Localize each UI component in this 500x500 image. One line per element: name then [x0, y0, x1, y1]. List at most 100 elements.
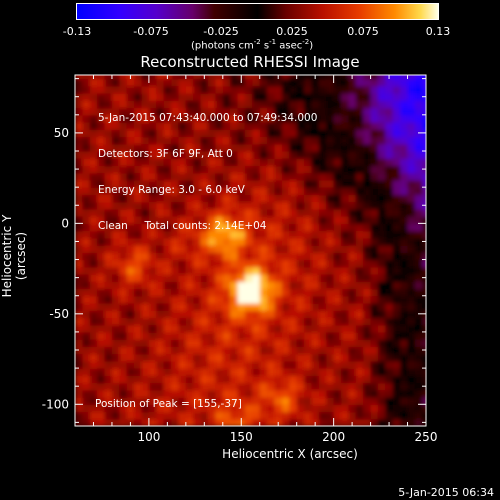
image-pixel	[97, 143, 106, 152]
chart-title: Reconstructed RHESSI Image	[140, 53, 360, 71]
source-point	[245, 284, 257, 296]
image-pixel	[274, 165, 283, 174]
image-pixel	[171, 158, 180, 167]
image-pixel	[104, 122, 113, 130]
image-pixel	[104, 302, 113, 311]
image-pixel	[385, 375, 394, 384]
image-pixel	[252, 114, 261, 123]
image-pixel	[252, 324, 261, 333]
image-pixel	[385, 194, 394, 203]
image-pixel	[326, 208, 335, 217]
image-pixel	[156, 107, 165, 116]
image-pixel	[163, 353, 172, 362]
image-pixel	[281, 404, 290, 413]
image-pixel	[134, 194, 143, 203]
image-pixel	[296, 143, 305, 152]
image-pixel	[289, 382, 298, 391]
image-pixel	[281, 85, 290, 94]
image-pixel	[274, 201, 283, 210]
image-pixel	[267, 150, 276, 159]
image-pixel	[126, 172, 135, 181]
image-pixel	[230, 187, 239, 196]
image-pixel	[237, 237, 246, 246]
image-pixel	[82, 75, 91, 80]
image-pixel	[348, 324, 357, 333]
image-pixel	[355, 324, 364, 333]
image-pixel	[296, 158, 305, 167]
image-pixel	[119, 93, 128, 101]
image-pixel	[318, 230, 327, 239]
image-pixel	[185, 136, 194, 145]
image-pixel	[422, 259, 426, 268]
image-pixel	[141, 230, 150, 239]
image-pixel	[355, 230, 364, 239]
image-pixel	[97, 324, 106, 333]
image-pixel	[363, 122, 372, 130]
image-pixel	[326, 216, 335, 224]
image-pixel	[215, 397, 224, 405]
image-pixel	[370, 179, 379, 188]
image-pixel	[126, 317, 135, 326]
image-pixel	[148, 266, 157, 275]
image-pixel	[97, 259, 106, 268]
image-pixel	[222, 397, 231, 405]
image-pixel	[281, 339, 290, 347]
image-pixel	[281, 310, 290, 319]
image-pixel	[171, 397, 180, 405]
image-pixel	[215, 179, 224, 188]
image-pixel	[82, 143, 91, 152]
image-pixel	[156, 288, 165, 297]
image-pixel	[89, 331, 98, 340]
image-pixel	[171, 150, 180, 159]
image-pixel	[104, 208, 113, 217]
image-pixel	[274, 368, 283, 376]
image-pixel	[126, 382, 135, 391]
image-pixel	[370, 368, 379, 376]
image-pixel	[178, 187, 187, 196]
image-pixel	[296, 375, 305, 384]
image-pixel	[163, 397, 172, 405]
image-pixel	[348, 382, 357, 391]
image-pixel	[104, 78, 113, 87]
image-pixel	[296, 165, 305, 174]
image-pixel	[111, 288, 120, 297]
image-pixel	[400, 129, 409, 138]
image-pixel	[134, 223, 143, 232]
image-pixel	[193, 100, 202, 109]
image-pixel	[126, 404, 135, 413]
image-pixel	[281, 288, 290, 297]
image-pixel	[111, 382, 120, 391]
image-pixel	[400, 143, 409, 152]
image-pixel	[193, 339, 202, 347]
image-pixel	[377, 274, 386, 282]
image-pixel	[392, 136, 401, 145]
image-pixel	[134, 375, 143, 384]
tick-label: -50	[49, 307, 69, 321]
image-pixel	[156, 187, 165, 196]
image-pixel	[89, 368, 98, 376]
image-pixel	[281, 317, 290, 326]
image-pixel	[193, 194, 202, 203]
image-pixel	[252, 389, 261, 398]
image-pixel	[163, 100, 172, 109]
image-pixel	[341, 223, 350, 232]
image-pixel	[311, 389, 320, 398]
image-pixel	[104, 274, 113, 282]
image-pixel	[82, 150, 91, 159]
image-pixel	[274, 107, 283, 116]
image-pixel	[134, 339, 143, 347]
image-pixel	[119, 310, 128, 319]
image-pixel	[208, 360, 216, 369]
image-pixel	[311, 78, 320, 87]
image-pixel	[141, 143, 150, 152]
image-pixel	[178, 150, 187, 159]
image-pixel	[222, 230, 231, 239]
image-pixel	[244, 404, 253, 413]
image-pixel	[97, 317, 106, 326]
image-pixel	[193, 129, 202, 138]
image-pixel	[318, 201, 327, 210]
image-pixel	[200, 310, 209, 319]
image-layer	[75, 75, 426, 426]
image-pixel	[341, 216, 350, 224]
image-pixel	[355, 114, 364, 123]
